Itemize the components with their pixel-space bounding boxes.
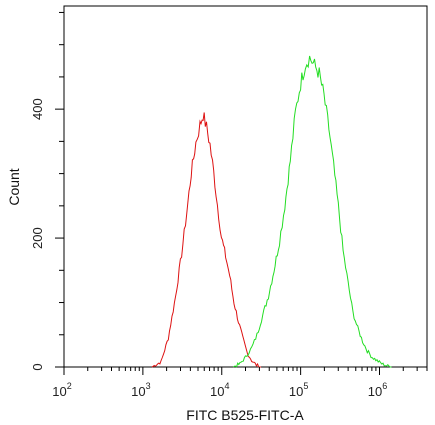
x-axis-ticks: 102 103 104 105 106	[52, 367, 428, 399]
y-tick-label: 200	[30, 227, 45, 249]
x-axis-label: FITC B525-FITC-A	[186, 407, 304, 423]
x-tick-label: 105	[289, 381, 308, 399]
series-traces	[151, 55, 392, 368]
y-axis-label: Count	[6, 168, 22, 205]
plot-frame	[63, 5, 428, 368]
x-tick-label: 104	[210, 381, 229, 399]
y-tick-label: 0	[30, 363, 45, 370]
y-tick-label: 400	[30, 98, 45, 120]
x-tick-label: 106	[368, 381, 387, 399]
histogram-series-2	[233, 55, 392, 368]
histogram-series-1	[151, 112, 262, 368]
x-tick-label: 102	[52, 381, 71, 399]
x-tick-label: 103	[131, 381, 150, 399]
y-axis-ticks: 0 200 400	[30, 11, 64, 371]
